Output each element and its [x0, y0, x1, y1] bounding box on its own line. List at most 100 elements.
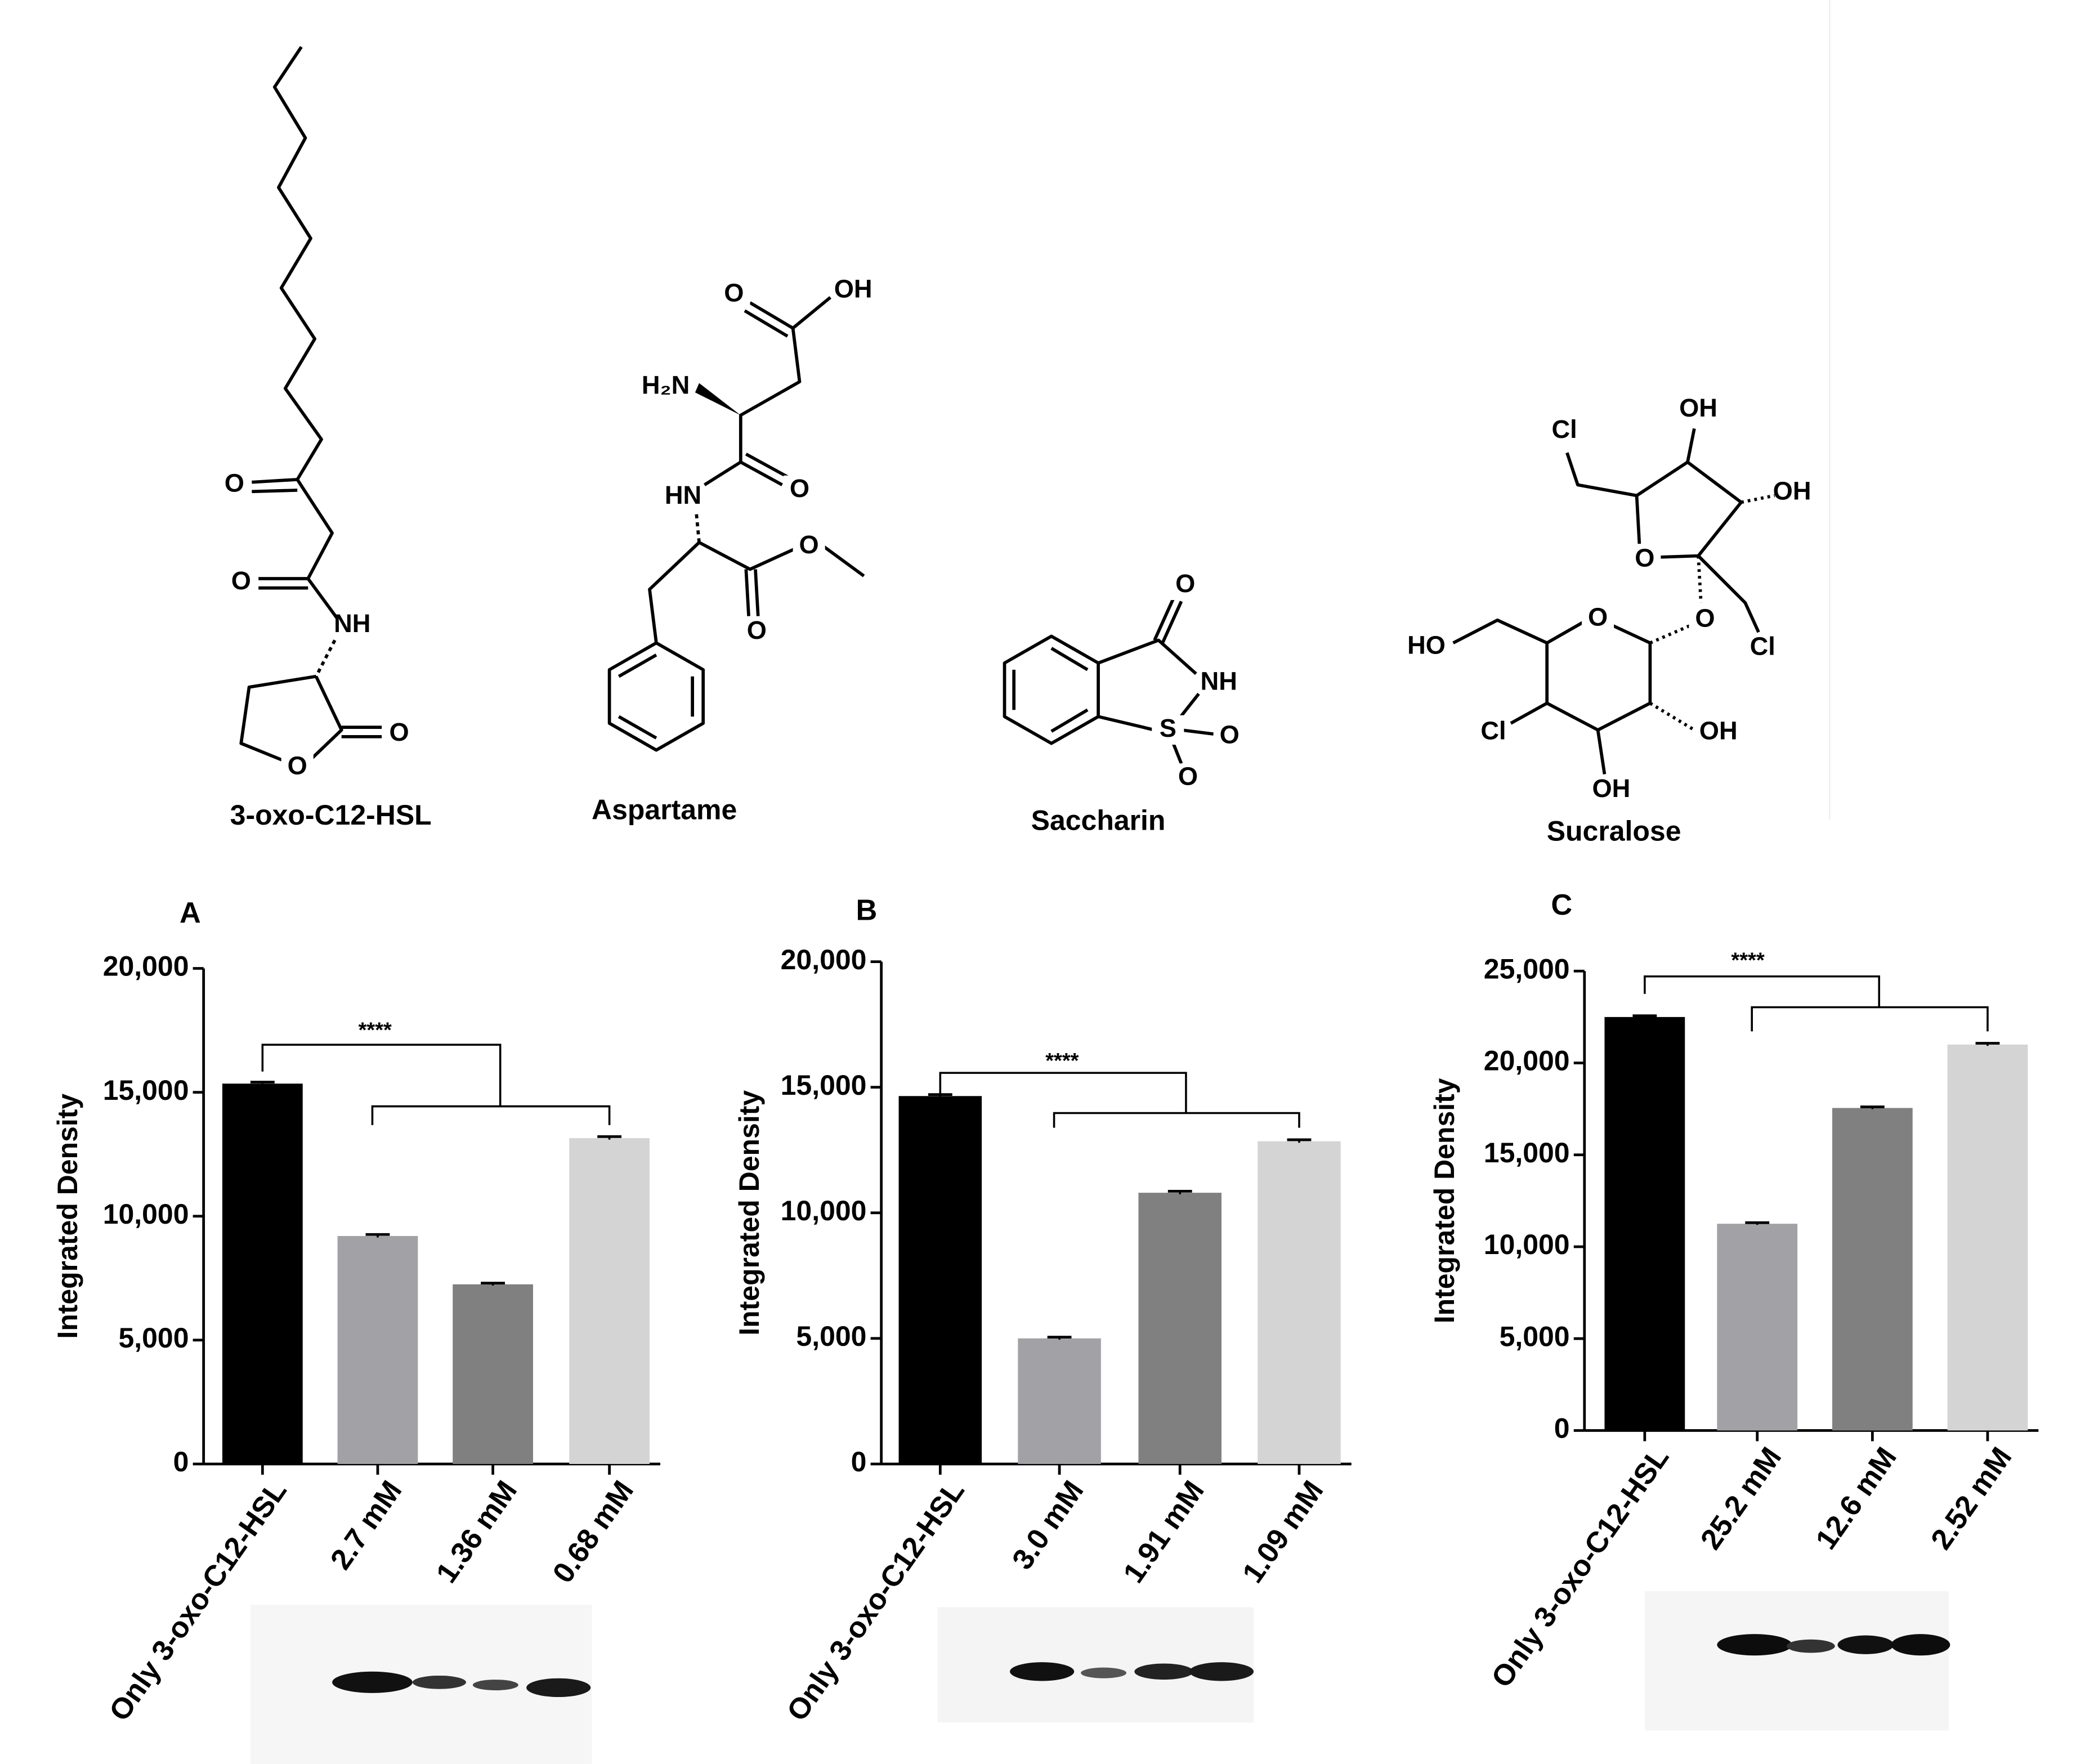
structure-aspartame [607, 296, 865, 752]
atom-mask [1595, 775, 1627, 805]
blot-band [1891, 1634, 1950, 1656]
bond [1161, 601, 1183, 644]
bond [252, 478, 298, 484]
blot-background [1644, 1591, 1949, 1731]
atom-mask [1477, 718, 1510, 747]
structure-name: 3-oxo-C12-HSL [230, 799, 432, 831]
y-tick-label: 5,000 [1500, 1320, 1570, 1352]
bond [791, 296, 832, 330]
atom-mask [783, 475, 816, 505]
significance-bracket [371, 1105, 611, 1125]
bond [310, 675, 343, 761]
bond [744, 569, 750, 616]
atom-label: O [724, 278, 744, 307]
error-bar [1860, 1105, 1885, 1109]
atom-mask [666, 482, 700, 512]
bond [745, 453, 789, 478]
structure-hsl [239, 46, 382, 763]
bond [1050, 647, 1089, 671]
blot-b [937, 1607, 1254, 1723]
atom-mask [225, 567, 257, 598]
bond [1697, 556, 1703, 603]
blot-band [332, 1671, 413, 1693]
bond [1098, 638, 1197, 675]
bond [698, 541, 795, 571]
atom-mask [336, 611, 369, 641]
atom-mask [1410, 632, 1443, 662]
error-bar [1745, 1221, 1770, 1225]
blot-band [472, 1680, 518, 1691]
error-bar [1047, 1336, 1072, 1340]
atom-label: O [1635, 544, 1654, 572]
atom-mask [1582, 604, 1614, 634]
atom-mask [740, 617, 773, 647]
bond [1452, 618, 1548, 644]
blot-a [250, 1604, 592, 1764]
significance-bracket [939, 1072, 1187, 1113]
blot-band [1134, 1663, 1194, 1680]
bond [1686, 428, 1696, 463]
atom-mask [1548, 417, 1581, 446]
atom-label: O [799, 530, 819, 559]
atom-mask [1689, 605, 1721, 635]
blot-band [1189, 1662, 1254, 1681]
atom-label: O [389, 718, 409, 746]
panel-label: A [180, 897, 201, 929]
bond [239, 674, 316, 763]
atom-mask [1213, 722, 1246, 751]
atom-mask [1776, 478, 1809, 508]
atom-label: OH [1592, 774, 1630, 803]
atom-label: O [1175, 569, 1195, 598]
y-tick-label: 5,000 [118, 1322, 189, 1354]
bond [618, 653, 657, 678]
bar [1947, 1044, 2028, 1431]
significance-bracket [1644, 975, 1881, 1008]
atom-label: O [790, 474, 809, 503]
atom-label: H₂N [642, 371, 690, 400]
structure-name: Saccharin [1031, 804, 1166, 836]
blot-band [1837, 1635, 1894, 1654]
significance-label: **** [359, 1018, 392, 1042]
significance-label: **** [1045, 1049, 1079, 1073]
atom-label: O [1588, 602, 1608, 631]
y-tick-label: 15,000 [1484, 1137, 1570, 1168]
error-bar [1632, 1014, 1657, 1019]
atom-mask [1202, 668, 1235, 698]
bar [898, 1096, 982, 1464]
bond [1098, 715, 1155, 732]
bond [1181, 728, 1214, 736]
atom-mask [1171, 763, 1205, 793]
bar [569, 1138, 650, 1464]
atom-label: NH [334, 609, 370, 638]
bond [1177, 692, 1200, 720]
bond [744, 309, 789, 338]
panel-label: C [1551, 889, 1572, 921]
atom-label: O [225, 468, 244, 497]
atom-label: OH [1773, 477, 1811, 505]
y-tick-label: 10,000 [103, 1198, 189, 1230]
blot-band [1717, 1634, 1792, 1656]
significance-bracket [261, 1044, 502, 1107]
ring [607, 641, 705, 752]
atom-mask [718, 280, 750, 310]
atom-mask [649, 372, 682, 402]
atom-mask [1152, 715, 1184, 745]
bar [453, 1284, 533, 1464]
bar [1258, 1141, 1341, 1464]
error-bar [1287, 1138, 1312, 1143]
y-tick-label: 15,000 [103, 1074, 189, 1106]
error-bar [250, 1081, 275, 1085]
atom-mask [281, 753, 314, 782]
error-bar [597, 1135, 622, 1140]
bar [1604, 1017, 1685, 1431]
y-tick-label: 0 [1554, 1413, 1570, 1444]
atom-label: HO [1407, 630, 1446, 659]
atom-label: Cl [1551, 415, 1577, 444]
atom-label: S [1160, 714, 1176, 742]
atom-mask [1702, 718, 1735, 747]
significance-bracket [1751, 1006, 1989, 1032]
bar [222, 1084, 303, 1464]
y-axis-label: Integrated Density [1429, 1078, 1460, 1323]
blot-band [1010, 1662, 1075, 1681]
significance-bracket [1053, 1112, 1300, 1128]
